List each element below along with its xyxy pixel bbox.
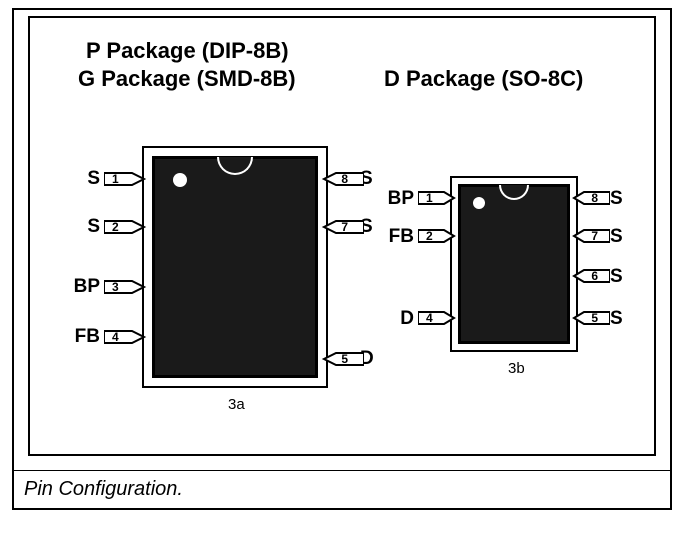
chip-right-body (458, 184, 570, 344)
pin-d-left-1: BP 1 (378, 188, 454, 210)
pin-left-4: FB 4 (60, 326, 140, 348)
pin-d-left-2: FB 2 (378, 226, 454, 248)
chip-left-dot (173, 173, 187, 187)
pin-shape: 4 (418, 309, 454, 329)
pkg-left-title-1: P Package (DIP-8B) (86, 38, 289, 64)
sublabel-3b: 3b (508, 360, 525, 377)
pin-label: S (74, 216, 100, 238)
pin-label: FB (64, 326, 100, 348)
pin-left-1: S 1 (70, 168, 140, 190)
pin-right-5: D 5 (320, 348, 390, 370)
pin-shape: 5 (570, 309, 606, 329)
pin-shape: 7 (570, 227, 606, 247)
caption-box: Pin Configuration. (12, 470, 672, 510)
pin-shape: 8 (570, 189, 606, 209)
sublabel-3a: 3a (228, 396, 245, 413)
pin-d-right-5: S 5 (570, 308, 640, 330)
pin-label: S (610, 308, 636, 330)
pin-left-2: S 2 (70, 216, 140, 238)
pin-shape: 2 (104, 217, 140, 237)
pin-shape: 1 (104, 169, 140, 189)
inner-frame: P Package (DIP-8B) G Package (SMD-8B) D … (28, 16, 656, 456)
pin-shape: 7 (320, 217, 356, 237)
pin-shape: 3 (104, 277, 140, 297)
chip-left-notch (217, 157, 253, 175)
pin-label: S (610, 266, 636, 288)
caption-text: Pin Configuration. (24, 478, 183, 501)
chip-right-notch (499, 185, 529, 200)
pkg-left-title-2: G Package (SMD-8B) (78, 66, 296, 92)
pin-d-right-8: S 8 (570, 188, 640, 210)
pin-shape: 5 (320, 349, 356, 369)
pin-label: FB (382, 226, 414, 248)
pin-d-right-6: S 6 (570, 266, 640, 288)
chip-right-dot (473, 197, 485, 209)
pin-label: S (74, 168, 100, 190)
pin-label: D (392, 308, 414, 330)
pin-label: S (610, 188, 636, 210)
pin-shape: 6 (570, 267, 606, 287)
pin-d-left-4: D 4 (388, 308, 454, 330)
pin-label: S (610, 226, 636, 248)
pin-shape: 8 (320, 169, 356, 189)
pin-label: BP (382, 188, 414, 210)
pin-shape: 2 (418, 227, 454, 247)
pkg-right-title-1: D Package (SO-8C) (384, 66, 583, 92)
pin-label: BP (64, 276, 100, 298)
pin-d-right-7: S 7 (570, 226, 640, 248)
chip-left-body (152, 156, 318, 378)
pin-right-8: S 8 (320, 168, 390, 190)
pin-shape: 4 (104, 327, 140, 347)
pin-left-3: BP 3 (60, 276, 140, 298)
pin-shape: 1 (418, 189, 454, 209)
